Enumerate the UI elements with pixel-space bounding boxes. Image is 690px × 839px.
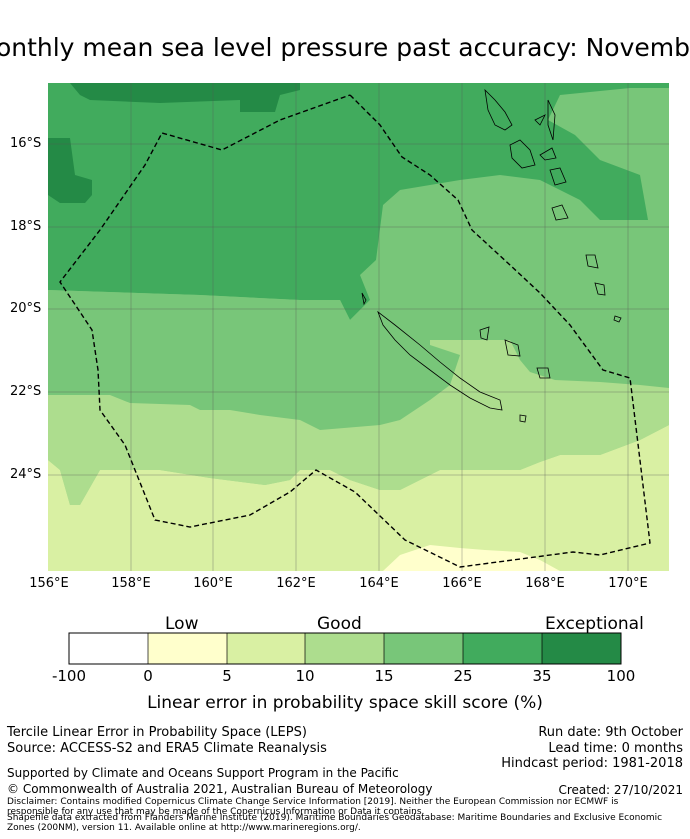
category-exceptional: Exceptional	[545, 614, 644, 634]
lon-label: 162°E	[276, 576, 316, 591]
lat-label: 20°S	[10, 301, 42, 316]
lon-label: 160°E	[193, 576, 233, 591]
lon-label: 168°E	[525, 576, 565, 591]
skill-region-5-10	[48, 425, 669, 571]
copyright-text: © Commonwealth of Australia 2021, Austra…	[7, 782, 433, 796]
run-date: Run date: 9th October	[538, 725, 683, 740]
lead-time: Lead time: 0 months	[548, 741, 683, 756]
skill-region-35-100	[70, 83, 300, 112]
footer-leps: Tercile Linear Error in Probability Spac…	[7, 725, 307, 740]
lat-label: 22°S	[10, 384, 42, 399]
colorbar-tick: 10	[295, 667, 315, 685]
graticule	[48, 83, 669, 571]
colorbar	[68, 632, 622, 665]
skill-region-35-100b	[48, 138, 92, 203]
footer-source: Source: ACCESS-S2 and ERA5 Climate Reana…	[7, 741, 327, 756]
skill-map	[48, 83, 669, 571]
lon-label: 170°E	[608, 576, 648, 591]
colorbar-swatch-25-35	[463, 633, 542, 664]
colorbar-tick: 25	[453, 667, 473, 685]
colorbar-swatch-35-100	[542, 633, 621, 664]
colorbar-label: Linear error in probability space skill …	[147, 693, 543, 713]
vanuatu-north	[484, 88, 513, 131]
skill-region-25-35	[48, 83, 669, 320]
map-title: Monthly mean sea level pressure past acc…	[0, 33, 690, 62]
colorbar-border	[68, 632, 622, 665]
shapefile-credit: Shapefile data extracted from Flanders M…	[7, 813, 663, 833]
coastlines	[361, 88, 622, 423]
lon-label: 164°E	[359, 576, 399, 591]
new-caledonia	[377, 310, 503, 411]
disclaimer: Disclaimer: Contains modified Copernicus…	[7, 797, 619, 817]
lon-label: 158°E	[111, 576, 151, 591]
colorbar-swatch-5-10	[227, 633, 305, 664]
colorbar-tick: 100	[606, 667, 636, 685]
colorbar-swatch-10-15	[305, 633, 384, 664]
hindcast-period: Hindcast period: 1981-2018	[501, 756, 683, 771]
colorbar-tick: 15	[374, 667, 394, 685]
created-date: Created: 27/10/2021	[558, 783, 683, 797]
lon-label: 166°E	[442, 576, 482, 591]
colorbar-swatch-neg	[69, 633, 148, 664]
lat-label: 24°S	[10, 467, 42, 482]
support-text: Supported by Climate and Oceans Support …	[7, 766, 399, 780]
eez-boundary	[59, 94, 651, 568]
colorbar-tick: 35	[532, 667, 552, 685]
category-low: Low	[165, 614, 199, 634]
category-good: Good	[317, 614, 362, 634]
colorbar-swatch-15-25	[384, 633, 463, 664]
lon-label: 156°E	[29, 576, 69, 591]
lat-label: 16°S	[10, 136, 42, 151]
colorbar-tick: -100	[51, 667, 87, 685]
skill-region-10-15	[48, 340, 669, 505]
colorbar-tick: 0	[143, 667, 153, 685]
lat-label: 18°S	[10, 219, 42, 234]
colorbar-tick: 5	[222, 667, 232, 685]
colorbar-swatch-0-5	[148, 633, 227, 664]
